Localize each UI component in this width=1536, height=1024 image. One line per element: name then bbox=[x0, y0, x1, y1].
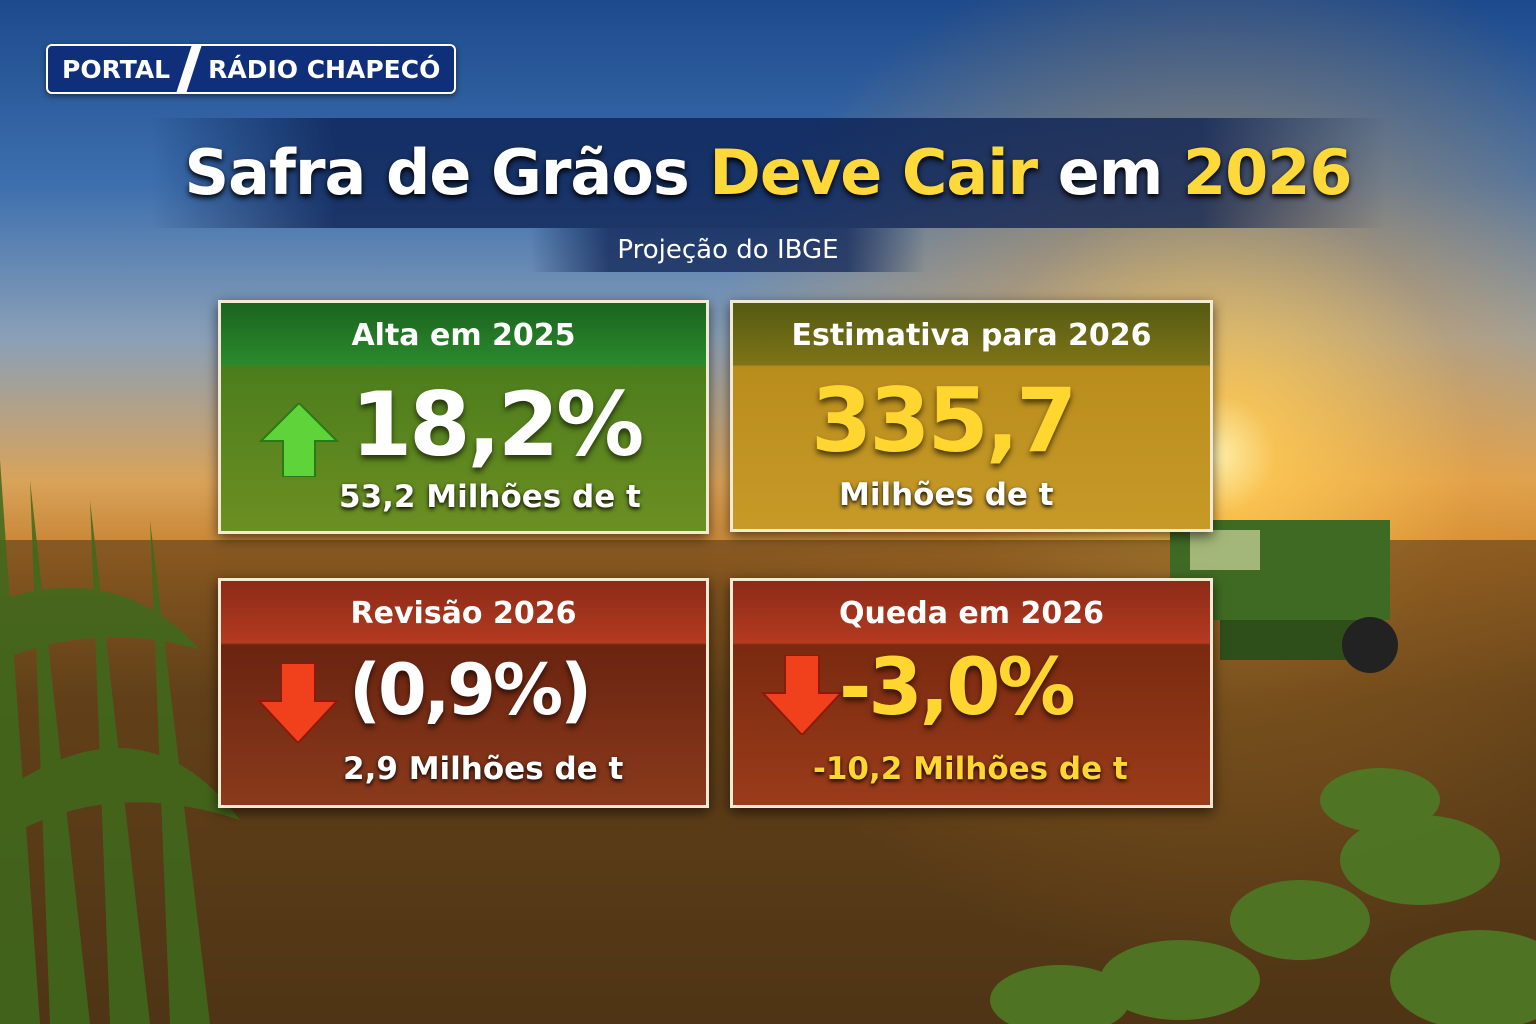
card-label: Alta em 2025 bbox=[221, 303, 706, 365]
card: Alta em 2025 18,2% 53,2 Milhões de t bbox=[218, 300, 709, 534]
down-arrow bbox=[257, 663, 339, 743]
card-value: -3,0% bbox=[839, 643, 1076, 733]
title-part: 2026 bbox=[1182, 136, 1353, 209]
soy-leaves bbox=[990, 768, 1536, 1024]
up-arrow bbox=[259, 403, 339, 477]
brand-left: PORTAL bbox=[62, 54, 171, 84]
brand-badge: PORTAL RÁDIO CHAPECÓ bbox=[46, 44, 457, 94]
card-sub: 2,9 Milhões de t bbox=[343, 751, 624, 787]
card: Estimativa para 2026 335,7 Milhões de t bbox=[730, 300, 1213, 532]
card-sub: -10,2 Milhões de t bbox=[813, 751, 1128, 787]
down-arrow bbox=[761, 655, 843, 735]
card-label: Revisão 2026 bbox=[221, 581, 706, 643]
card-value: 335,7 bbox=[811, 369, 1077, 472]
card: Queda em 2026 -3,0% -10,2 Milhões de t bbox=[730, 578, 1213, 808]
card-value: (0,9%) bbox=[349, 649, 592, 731]
brand-right: RÁDIO CHAPECÓ bbox=[208, 54, 441, 84]
card-label: Estimativa para 2026 bbox=[733, 303, 1210, 365]
title-part: Deve Cair bbox=[709, 136, 1038, 209]
title-part: Safra de Grãos bbox=[184, 136, 689, 209]
card-sub: Milhões de t bbox=[839, 477, 1054, 513]
subtitle: Projeção do IBGE bbox=[530, 228, 926, 272]
card: Revisão 2026 (0,9%) 2,9 Milhões de t bbox=[218, 578, 709, 808]
title-part: em bbox=[1057, 136, 1164, 209]
card-label: Queda em 2026 bbox=[733, 581, 1210, 643]
title: Safra de Grãos Deve Cair em 2026 bbox=[150, 118, 1386, 228]
card-value: 18,2% bbox=[351, 373, 644, 476]
corn-stalks bbox=[0, 460, 240, 1024]
card-sub: 53,2 Milhões de t bbox=[339, 479, 641, 515]
